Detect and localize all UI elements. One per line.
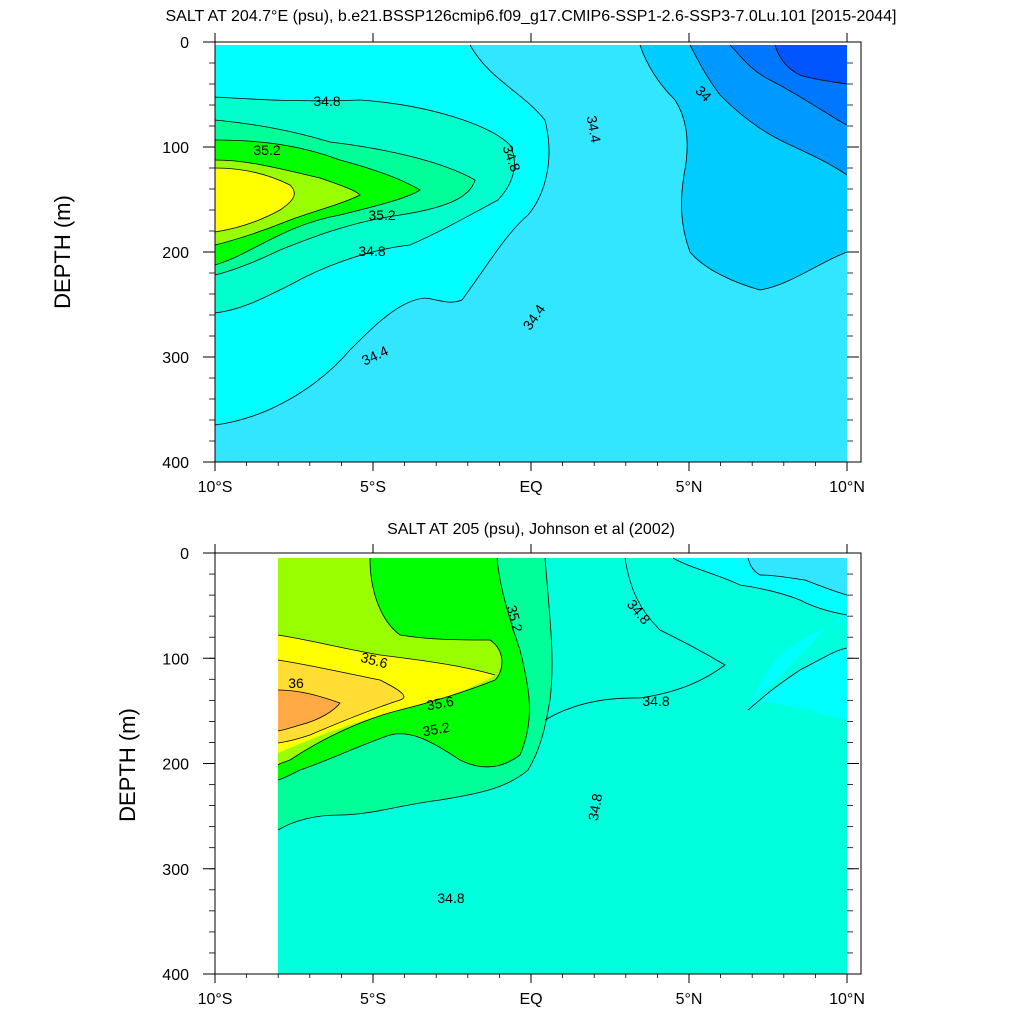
- top-contour-label: 35.2: [253, 142, 280, 158]
- bottom-y-tick-label: 300: [162, 862, 189, 879]
- bottom-contour-line-34.8-east: [544, 557, 726, 721]
- bottom-x-tick-label: 5°S: [360, 991, 386, 1008]
- top-contour-line-33.6: [774, 44, 848, 85]
- top-contour-line-35.6: [214, 167, 295, 233]
- top-y-tick-label: 300: [162, 350, 189, 367]
- top-x-tick-label: 5°S: [360, 479, 386, 496]
- top-contour-lines: [214, 44, 848, 426]
- bottom-contour-line-35.0: [277, 557, 530, 781]
- bottom-panel: SALT AT 205 (psu), Johnson et al (2002): [115, 521, 865, 1008]
- top-contour-line-34.0: [689, 44, 848, 176]
- top-contour-line-34.8: [214, 96, 515, 314]
- top-contour-line-34.2: [639, 44, 848, 291]
- bottom-contour-label: 36: [288, 675, 304, 691]
- bottom-contour-line-34.8: [277, 557, 553, 831]
- bottom-x-tick-label: EQ: [519, 991, 542, 1008]
- bottom-y-tick-label: 400: [162, 967, 189, 984]
- bottom-contour-label: 35.6: [359, 649, 390, 672]
- bottom-fill-36.0: [278, 690, 340, 731]
- top-contour-label: 34.4: [584, 114, 605, 144]
- top-y-tick-label: 400: [162, 455, 189, 472]
- top-x-tick-label: 5°N: [676, 479, 703, 496]
- bottom-contour-label: 35.6: [425, 693, 455, 714]
- bottom-contour-fills: [278, 558, 847, 974]
- bottom-x-tick-label: 10°N: [829, 991, 865, 1008]
- bottom-contour-line-34.4: [747, 557, 848, 596]
- top-y-tick-label: 200: [162, 245, 189, 262]
- top-fill-33.6: [775, 45, 847, 84]
- top-x-tick-label: 10°N: [829, 479, 865, 496]
- top-y-tick-label: 100: [162, 140, 189, 157]
- top-chart-title: SALT AT 204.7°E (psu), b.e21.BSSP126cmip…: [166, 8, 897, 25]
- bottom-y-tick-label: 100: [162, 651, 189, 668]
- top-x-tick-label: EQ: [519, 479, 542, 496]
- bottom-x-tick-label: 10°S: [198, 991, 233, 1008]
- bottom-contour-label: 35.2: [504, 603, 527, 634]
- top-axes: 10°S 5°S EQ 5°N 10°N 0 100 200 300 400: [162, 33, 865, 496]
- bottom-axes: 10°S 5°S EQ 5°N 10°N 0 100 200 300 400: [162, 544, 865, 1008]
- top-contour-line-34.4-a: [461, 44, 550, 301]
- bottom-contour-label: 34.8: [437, 890, 464, 906]
- top-contour-line-33.8: [729, 44, 848, 126]
- bottom-contour-line-35.6: [277, 634, 496, 676]
- top-fill-35.6: [215, 168, 295, 232]
- bottom-contour-label: 34.8: [642, 693, 669, 709]
- bottom-fill-34.6-north: [673, 558, 847, 720]
- top-contour-line-34.4-b: [214, 297, 463, 426]
- bottom-contour-label: 34.8: [585, 792, 606, 822]
- bottom-contour-line-35.2: [277, 557, 503, 766]
- top-contour-line-35.0: [214, 119, 476, 276]
- bottom-fill-34.4-north: [748, 558, 847, 595]
- bottom-contour-line-36.0: [277, 689, 341, 732]
- bottom-contour-line-35.8: [277, 659, 405, 744]
- bottom-y-axis-label: DEPTH (m): [115, 708, 140, 822]
- bottom-contour-line-34.6-b: [747, 647, 848, 711]
- bottom-chart-title: SALT AT 205 (psu), Johnson et al (2002): [387, 521, 675, 538]
- bottom-x-tick-label: 5°N: [676, 991, 703, 1008]
- top-x-tick-label: 10°S: [198, 479, 233, 496]
- top-contour-line-35.4: [214, 159, 361, 246]
- top-contour-label: 34.8: [313, 93, 340, 109]
- bottom-y-tick-label: 0: [180, 546, 189, 563]
- bottom-contour-lines: [277, 557, 848, 831]
- top-y-axis-label: DEPTH (m): [50, 195, 75, 309]
- bottom-contour-line-34.6-a: [672, 557, 848, 616]
- top-panel: SALT AT 204.7°E (psu), b.e21.BSSP126cmip…: [50, 8, 897, 496]
- top-contour-fills: [215, 45, 847, 462]
- bottom-contour-label: 35.2: [421, 719, 451, 740]
- top-contour-label: 35.2: [368, 207, 395, 223]
- top-y-tick-label: 0: [180, 35, 189, 52]
- top-contour-label: 34.8: [358, 243, 385, 259]
- bottom-y-tick-label: 200: [162, 757, 189, 774]
- top-contour-line-35.2: [214, 139, 421, 266]
